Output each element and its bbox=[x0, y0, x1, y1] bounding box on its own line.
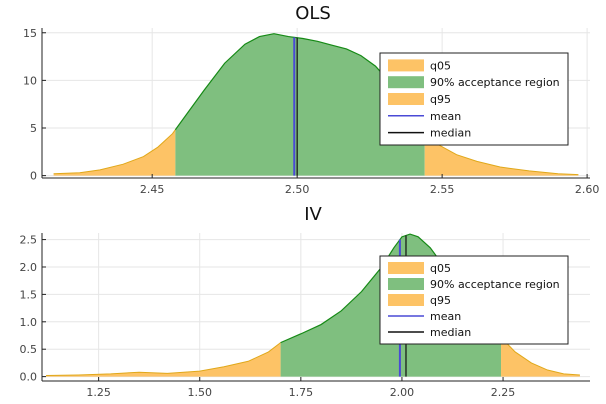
legend-swatch bbox=[388, 76, 424, 89]
iv-title: IV bbox=[304, 204, 322, 225]
legend-swatch bbox=[388, 262, 424, 274]
legend-label: q05 bbox=[430, 59, 451, 72]
legend-swatch bbox=[388, 278, 424, 290]
legend-label: 90% acceptance region bbox=[430, 76, 560, 89]
x-tick-label: 2.50 bbox=[285, 183, 310, 196]
x-tick-label: 1.25 bbox=[86, 386, 111, 399]
y-tick-label: 0 bbox=[30, 170, 37, 183]
x-tick-label: 1.50 bbox=[187, 386, 212, 399]
legend-label: q05 bbox=[430, 262, 451, 275]
acceptance-region bbox=[175, 33, 425, 176]
x-tick-label: 2.60 bbox=[575, 183, 600, 196]
ols-panel: OLS 2.45 2.50 2.55 2.60 0 5 10 15 q05 90% accepta… bbox=[23, 3, 599, 196]
legend: q05 90% acceptance region q95 mean median bbox=[379, 52, 569, 146]
legend-swatch bbox=[388, 294, 424, 306]
q95-region bbox=[501, 337, 580, 377]
y-tick-label: 0.0 bbox=[20, 371, 38, 384]
q05-region bbox=[53, 129, 176, 176]
x-tick-label: 2.00 bbox=[390, 386, 415, 399]
q05-region bbox=[46, 342, 281, 377]
y-tick-label: 5 bbox=[30, 122, 37, 135]
y-tick-label: 1.5 bbox=[20, 288, 38, 301]
y-tick-label: 2.0 bbox=[20, 261, 38, 274]
x-tick-label: 2.45 bbox=[140, 183, 165, 196]
legend-swatch bbox=[388, 59, 424, 72]
legend-label: q95 bbox=[430, 93, 451, 106]
y-tick-label: 1.0 bbox=[20, 316, 38, 329]
y-tick-label: 15 bbox=[23, 27, 37, 40]
y-tick-label: 2.5 bbox=[20, 234, 38, 247]
y-tick-label: 0.5 bbox=[20, 343, 38, 356]
legend-label: median bbox=[430, 127, 471, 140]
legend-label: q95 bbox=[430, 294, 451, 307]
legend-swatch bbox=[388, 93, 424, 105]
legend: q05 90% acceptance region q95 mean median bbox=[379, 255, 569, 345]
legend-label: mean bbox=[430, 310, 461, 323]
x-tick-label: 2.25 bbox=[491, 386, 516, 399]
iv-panel: IV 1.25 1.50 1.75 2.00 2.25 0.0 0.5 1.0 1.5 2.0 2.… bbox=[20, 204, 590, 399]
density-line-upper bbox=[424, 136, 579, 176]
y-tick-label: 10 bbox=[23, 74, 37, 87]
q95-region bbox=[424, 136, 579, 176]
x-tick-label: 1.75 bbox=[289, 386, 314, 399]
ols-title: OLS bbox=[295, 3, 331, 24]
legend-label: median bbox=[430, 326, 471, 339]
legend-label: 90% acceptance region bbox=[430, 278, 560, 291]
legend-label: mean bbox=[430, 110, 461, 123]
density-line-upper bbox=[500, 337, 580, 376]
density-line-lower bbox=[53, 129, 176, 175]
density-line-lower bbox=[46, 342, 281, 377]
x-tick-label: 2.55 bbox=[430, 183, 455, 196]
